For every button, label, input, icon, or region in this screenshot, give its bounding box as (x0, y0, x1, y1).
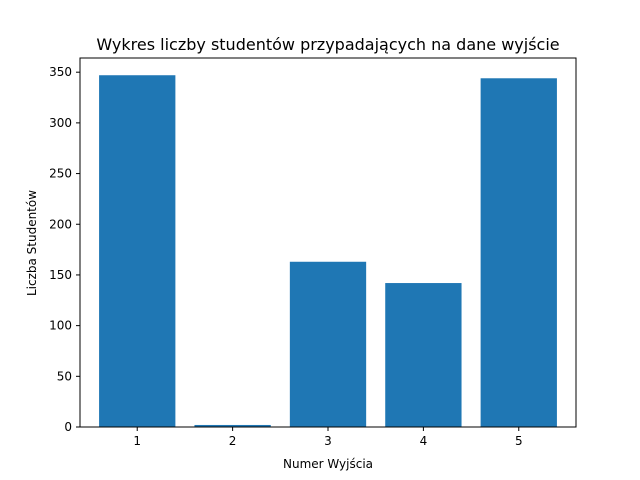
x-axis-label: Numer Wyjścia (283, 457, 373, 471)
y-tick-label-0: 0 (64, 420, 72, 434)
bar-3 (289, 261, 367, 427)
y-axis: 0 50 100 150 200 250 300 350 (49, 65, 80, 434)
y-tick-label-200: 200 (49, 217, 72, 231)
y-axis-label: Liczba Studentów (25, 190, 39, 296)
bar-5 (480, 78, 557, 428)
plot-frame (79, 57, 577, 428)
bar-1 (99, 75, 176, 427)
x-tick-label-3: 3 (324, 434, 332, 448)
y-tick-label-300: 300 (49, 116, 72, 130)
bar-2 (194, 424, 271, 427)
y-tick-label-350: 350 (49, 65, 72, 79)
bar-4 (385, 283, 462, 427)
chart-title: Wykres liczby studentów przypadających n… (96, 35, 559, 54)
y-tick-label-250: 250 (49, 167, 72, 181)
y-tick-label-50: 50 (57, 369, 72, 383)
bars-group (99, 75, 557, 428)
x-tick-label-1: 1 (133, 434, 141, 448)
x-tick-label-5: 5 (515, 434, 523, 448)
y-tick-label-100: 100 (49, 319, 72, 333)
x-axis: 1 2 3 4 5 (133, 427, 523, 448)
y-tick-label-150: 150 (49, 268, 72, 282)
x-tick-label-4: 4 (420, 434, 428, 448)
x-tick-label-2: 2 (229, 434, 237, 448)
